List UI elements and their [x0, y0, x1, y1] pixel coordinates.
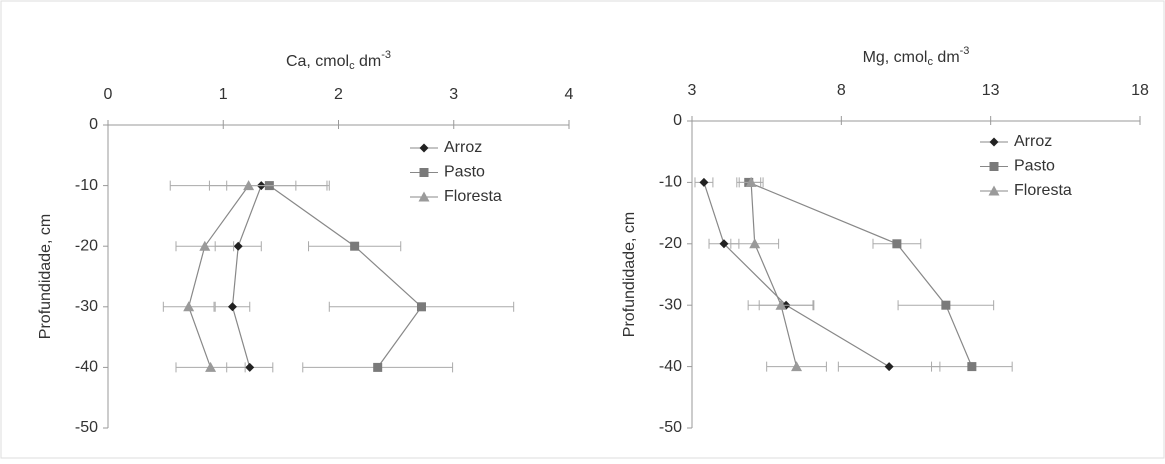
marker	[205, 361, 217, 372]
legend-marker	[989, 162, 999, 171]
marker	[745, 176, 757, 187]
y-tick-label: -40	[659, 358, 682, 375]
legend-label: Pasto	[444, 164, 485, 181]
x-tick-label: 0	[104, 86, 113, 103]
y-tick-label: -10	[75, 177, 98, 194]
marker	[199, 240, 211, 251]
y-tick-label: 0	[673, 112, 682, 129]
marker	[941, 300, 951, 310]
y-tick-label: -40	[75, 359, 98, 376]
legend-marker	[419, 168, 429, 177]
x-label-unit: dm	[933, 49, 960, 66]
x-tick-label: 4	[565, 86, 574, 103]
x-label-sup: -3	[960, 45, 970, 57]
y-tick-label: -50	[659, 419, 682, 436]
marker	[416, 302, 426, 312]
x-label-unit: dm	[355, 53, 382, 70]
y-tick-label: -30	[75, 298, 98, 315]
y-tick-label: -20	[75, 237, 98, 254]
marker	[233, 241, 243, 251]
marker	[775, 299, 787, 310]
marker	[749, 238, 761, 249]
x-tick-label: 1	[219, 86, 228, 103]
legend-label: Floresta	[1014, 182, 1072, 199]
x-tick-label: 18	[1131, 82, 1149, 99]
series-line	[231, 185, 262, 368]
legend-label: Floresta	[444, 188, 502, 205]
x-label-sup: -3	[381, 49, 391, 61]
x-label-sub: c	[927, 56, 933, 68]
x-tick-label: 3	[449, 86, 458, 103]
y-tick-label: 0	[89, 116, 98, 133]
y-axis-label: Profundidade, cm	[621, 212, 638, 337]
marker	[227, 302, 237, 312]
marker	[350, 241, 360, 251]
legend-marker	[989, 137, 999, 147]
series-line	[748, 181, 973, 367]
series-line	[703, 182, 890, 368]
x-label-text: Mg, cmol	[863, 49, 928, 66]
y-tick-label: -10	[659, 174, 682, 191]
legend-label: Arroz	[1014, 133, 1052, 150]
legend-marker	[418, 191, 430, 202]
series-line	[750, 182, 798, 367]
marker	[699, 177, 709, 187]
legend-label: Arroz	[444, 139, 482, 156]
y-tick-label: -50	[75, 419, 98, 436]
marker	[791, 361, 803, 372]
marker	[967, 362, 977, 372]
x-tick-label: 13	[982, 82, 1000, 99]
x-label-sub: c	[349, 60, 355, 72]
y-tick-label: -20	[659, 235, 682, 252]
x-tick-label: 3	[688, 82, 697, 99]
x-tick-label: 8	[837, 82, 846, 99]
series-line	[269, 185, 423, 368]
legend-marker	[988, 185, 1000, 196]
legend-label: Pasto	[1014, 158, 1055, 175]
marker	[884, 362, 894, 372]
x-tick-label: 2	[334, 86, 343, 103]
marker	[719, 239, 729, 249]
marker	[245, 362, 255, 372]
x-label-text: Ca, cmol	[286, 53, 349, 70]
marker	[243, 180, 255, 191]
legend-marker	[419, 143, 429, 153]
y-tick-label: -30	[659, 296, 682, 313]
marker	[892, 239, 902, 249]
marker	[183, 301, 195, 312]
y-axis-label: Profundidade, cm	[37, 214, 54, 339]
x-axis-label: Mg, cmolc dm-3	[863, 45, 970, 68]
x-axis-label: Ca, cmolc dm-3	[286, 49, 391, 72]
marker	[373, 362, 383, 372]
series-line	[188, 185, 250, 368]
